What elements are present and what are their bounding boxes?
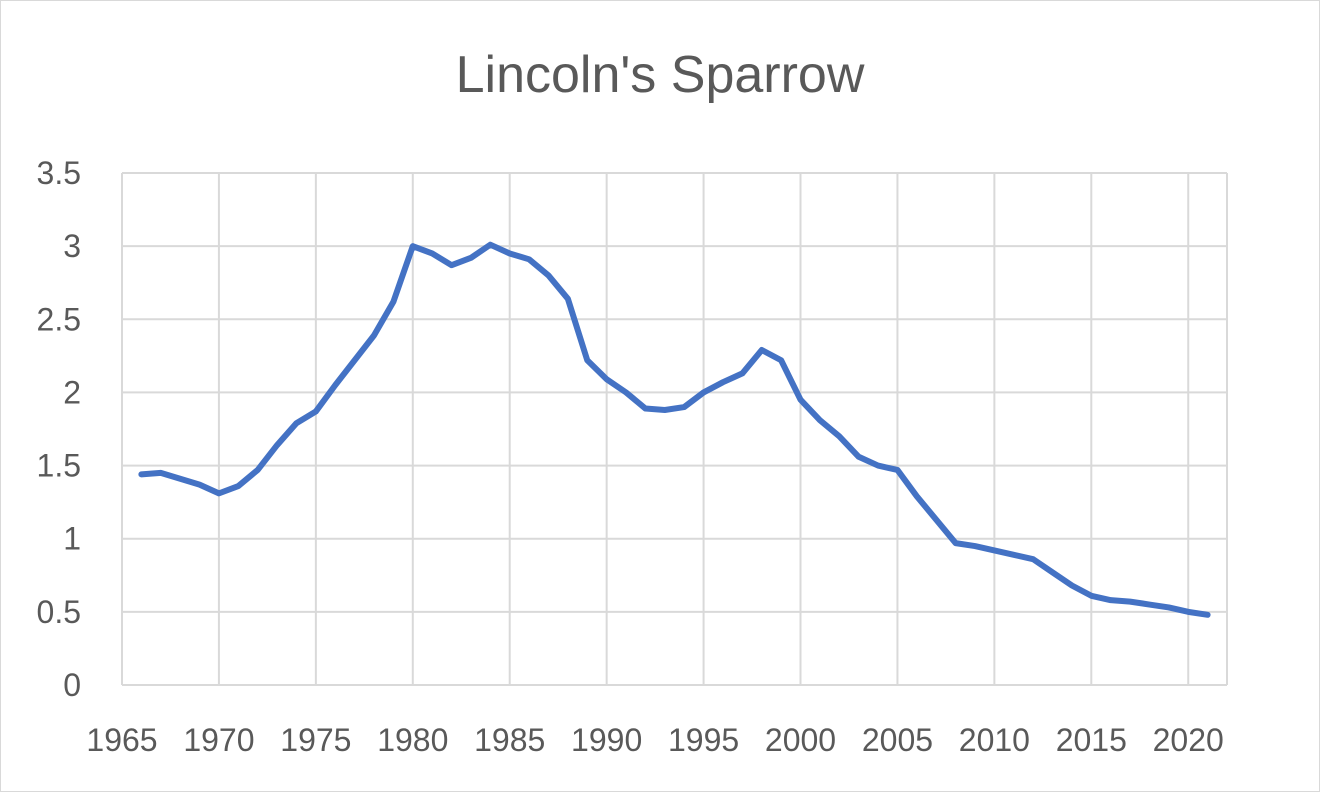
x-tick-label: 1985 bbox=[474, 722, 545, 758]
x-tick-label: 2010 bbox=[959, 722, 1030, 758]
y-tick-label: 2 bbox=[63, 374, 81, 410]
y-tick-label: 0 bbox=[63, 667, 81, 703]
series-layer bbox=[138, 241, 1211, 618]
x-tick-label: 1995 bbox=[668, 722, 739, 758]
series-line bbox=[138, 241, 1211, 618]
y-tick-label: 2.5 bbox=[37, 301, 81, 337]
x-tick-label: 1980 bbox=[377, 722, 448, 758]
x-tick-label: 1975 bbox=[280, 722, 351, 758]
y-tick-label: 1 bbox=[63, 521, 81, 557]
grid-layer bbox=[121, 172, 1228, 686]
y-tick-label: 1.5 bbox=[37, 448, 81, 484]
y-tick-label: 3.5 bbox=[37, 155, 81, 191]
x-tick-label: 1965 bbox=[86, 722, 157, 758]
tick-layer: 0 0.5 1 1.5 2 2.5 3 3.5 1965 1970 1975 1980 1985 1990… bbox=[37, 155, 1224, 758]
x-tick-label: 1990 bbox=[571, 722, 642, 758]
x-tick-label: 2015 bbox=[1056, 722, 1127, 758]
x-tick-label: 1970 bbox=[183, 722, 254, 758]
x-tick-label: 2005 bbox=[862, 722, 933, 758]
chart-title: Lincoln's Sparrow bbox=[455, 46, 865, 104]
x-tick-label: 2020 bbox=[1153, 722, 1224, 758]
y-tick-label: 0.5 bbox=[37, 594, 81, 630]
y-tick-label: 3 bbox=[63, 228, 81, 264]
x-tick-label: 2000 bbox=[765, 722, 836, 758]
